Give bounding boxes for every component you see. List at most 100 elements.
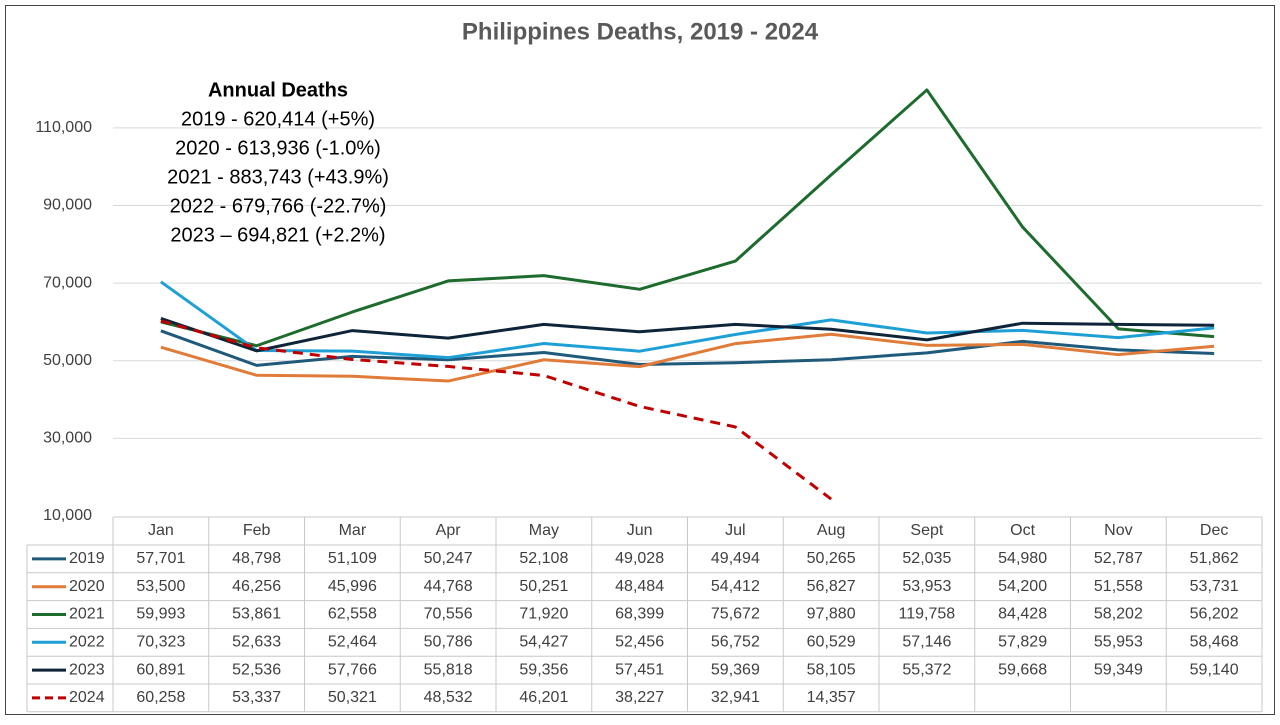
legend-label: 2023 <box>69 661 105 678</box>
table-cell: 59,668 <box>998 661 1047 678</box>
table-cell: 71,920 <box>519 606 568 623</box>
table-cell: 70,323 <box>136 634 185 651</box>
annotation-line: 2019 - 620,414 (+5%) <box>181 108 375 130</box>
series-line <box>160 88 1215 348</box>
table-cell: 55,818 <box>424 661 473 678</box>
table-cell: 58,202 <box>1094 606 1143 623</box>
series-line <box>160 332 1215 383</box>
x-tick-label: Feb <box>243 522 271 539</box>
table-cell: 56,202 <box>1190 606 1239 623</box>
table-cell: 53,953 <box>902 578 951 595</box>
table-cell: 84,428 <box>998 606 1047 623</box>
table-cell: 60,529 <box>807 634 856 651</box>
table-cell: 59,356 <box>519 661 568 678</box>
table-cell: 58,105 <box>807 661 856 678</box>
table-cell: 38,227 <box>615 689 664 706</box>
x-tick-label: Nov <box>1104 522 1132 539</box>
y-tick-label: 110,000 <box>35 119 92 136</box>
annotation-line: 2021 - 883,743 (+43.9%) <box>167 166 389 188</box>
table-cell: 52,787 <box>1094 550 1143 567</box>
y-tick-label: 10,000 <box>43 507 92 524</box>
legend-label: 2022 <box>69 634 105 651</box>
table-cell: 48,532 <box>424 689 473 706</box>
table-cell: 57,146 <box>902 634 951 651</box>
legend-label: 2020 <box>69 578 105 595</box>
table-cell: 46,256 <box>232 578 281 595</box>
table-cell: 45,996 <box>328 578 377 595</box>
table-cell: 51,558 <box>1094 578 1143 595</box>
table-cell: 58,468 <box>1190 634 1239 651</box>
table-cell: 54,427 <box>519 634 568 651</box>
chart-border <box>5 5 1275 715</box>
table-cell: 97,880 <box>807 606 856 623</box>
table-cell: 59,993 <box>136 606 185 623</box>
x-tick-label: Jan <box>148 522 174 539</box>
table-cell: 59,369 <box>711 661 760 678</box>
table-cell: 70,556 <box>424 606 473 623</box>
table-cell: 48,484 <box>615 578 664 595</box>
table-cell: 52,108 <box>519 550 568 567</box>
table-cell: 53,500 <box>136 578 185 595</box>
table-cell: 51,109 <box>328 550 377 567</box>
table-cell: 53,731 <box>1190 578 1239 595</box>
table-cell: 60,891 <box>136 661 185 678</box>
table-cell: 56,827 <box>807 578 856 595</box>
table-cell: 49,028 <box>615 550 664 567</box>
table-cell: 54,200 <box>998 578 1047 595</box>
table-cell: 54,980 <box>998 550 1047 567</box>
annotation-line: 2023 – 694,821 (+2.2%) <box>170 224 385 246</box>
table-cell: 53,337 <box>232 689 281 706</box>
table-cell: 60,258 <box>136 689 185 706</box>
x-tick-label: Aug <box>817 522 845 539</box>
table-cell: 53,861 <box>232 606 281 623</box>
table-cell: 75,672 <box>711 606 760 623</box>
annotation-line: 2020 - 613,936 (-1.0%) <box>175 137 381 159</box>
x-tick-label: Sept <box>910 522 943 539</box>
table-cell: 56,752 <box>711 634 760 651</box>
x-tick-label: Dec <box>1200 522 1228 539</box>
table-cell: 55,953 <box>1094 634 1143 651</box>
annotation-title: Annual Deaths <box>208 79 348 101</box>
table-cell: 49,494 <box>711 550 760 567</box>
legend-label: 2019 <box>69 550 105 567</box>
table-cell: 50,251 <box>519 578 568 595</box>
table-cell: 51,862 <box>1190 550 1239 567</box>
table-cell: 55,372 <box>902 661 951 678</box>
table-cell: 50,321 <box>328 689 377 706</box>
x-tick-label: Apr <box>436 522 462 539</box>
series-line <box>160 317 1215 353</box>
x-tick-label: Mar <box>339 522 367 539</box>
table-cell: 57,701 <box>136 550 185 567</box>
table-cell: 44,768 <box>424 578 473 595</box>
table-cell: 14,357 <box>807 689 856 706</box>
chart-title: Philippines Deaths, 2019 - 2024 <box>462 18 819 45</box>
y-tick-label: 90,000 <box>43 197 92 214</box>
legend-label: 2021 <box>69 606 105 623</box>
table-cell: 119,758 <box>899 606 956 623</box>
series-line <box>160 280 1215 360</box>
table-cell: 52,035 <box>902 550 951 567</box>
x-tick-label: Jun <box>627 522 653 539</box>
table-cell: 54,412 <box>711 578 760 595</box>
table-cell: 59,140 <box>1190 661 1239 678</box>
table-cell: 50,265 <box>807 550 856 567</box>
table-cell: 59,349 <box>1094 661 1143 678</box>
series-line <box>160 319 833 501</box>
x-tick-label: Jul <box>725 522 745 539</box>
table-cell: 68,399 <box>615 606 664 623</box>
table-cell: 62,558 <box>328 606 377 623</box>
table-cell: 57,766 <box>328 661 377 678</box>
table-cell: 52,464 <box>328 634 377 651</box>
x-tick-label: Oct <box>1010 522 1035 539</box>
table-cell: 52,456 <box>615 634 664 651</box>
y-tick-label: 50,000 <box>43 352 92 369</box>
table-cell: 50,247 <box>424 550 473 567</box>
legend-label: 2024 <box>69 689 105 706</box>
table-cell: 48,798 <box>232 550 281 567</box>
y-tick-label: 30,000 <box>43 430 92 447</box>
y-tick-label: 70,000 <box>43 274 92 291</box>
table-cell: 57,451 <box>615 661 664 678</box>
table-cell: 32,941 <box>711 689 760 706</box>
x-tick-label: May <box>529 522 559 539</box>
